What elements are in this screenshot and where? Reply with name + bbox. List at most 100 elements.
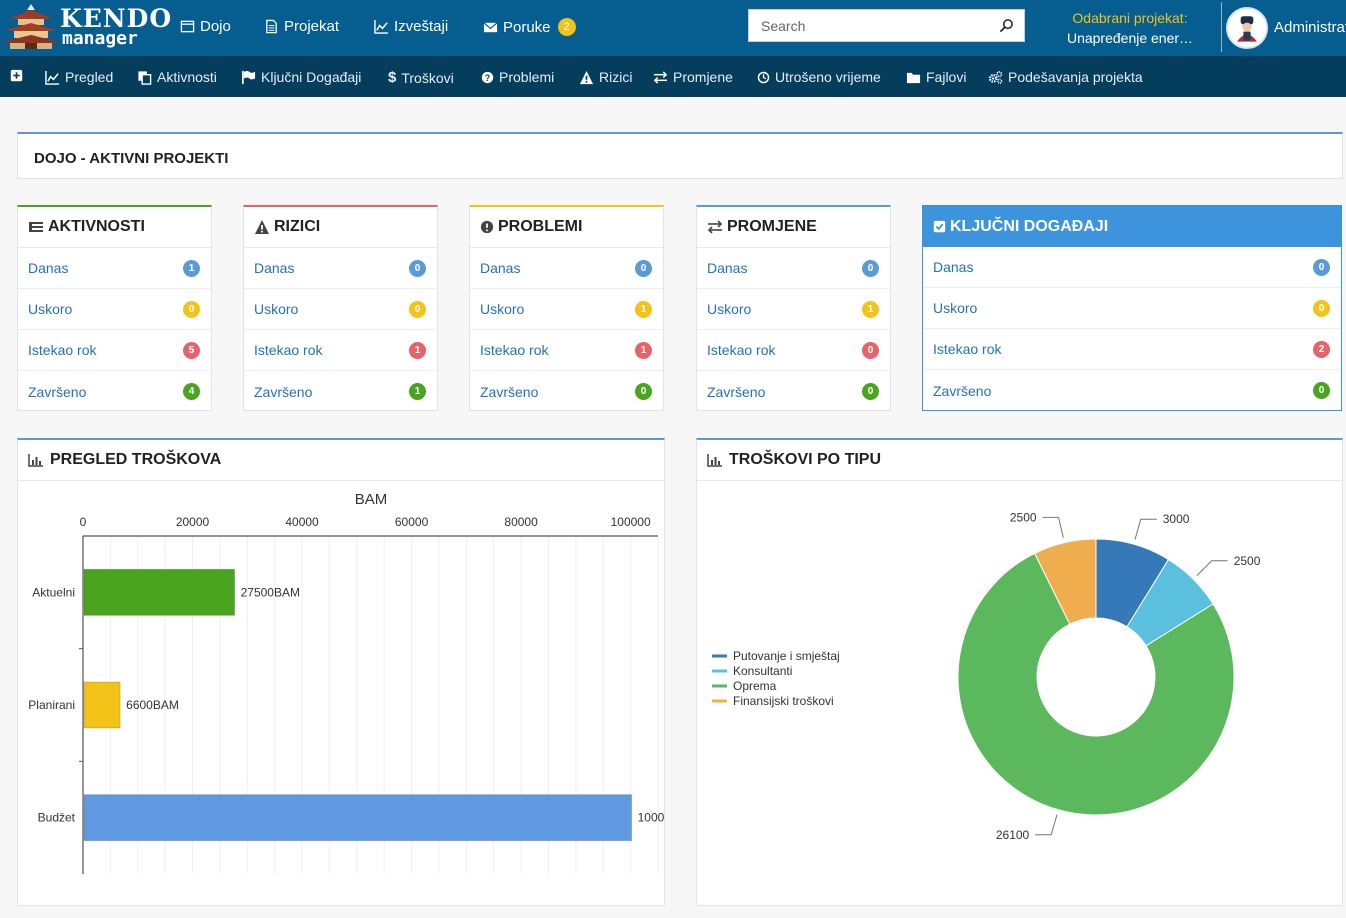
search-icon[interactable]	[999, 18, 1014, 33]
bar-value-label: 6600BAM	[126, 698, 179, 712]
card-row-istekao-rok[interactable]: Istekao rok 5	[18, 330, 211, 371]
logo-manager-text: manager	[62, 28, 138, 49]
row-label: Danas	[707, 260, 748, 276]
exchange-icon	[707, 220, 723, 234]
card-row-danas[interactable]: Danas 0	[697, 248, 890, 289]
subnav-pregled-label: Pregled	[65, 69, 114, 85]
flag-icon	[242, 70, 256, 84]
subnav-problemi[interactable]: ? Problemi	[481, 69, 554, 85]
count-badge: 1	[635, 341, 652, 359]
card-row-zavrseno[interactable]: Završeno 0	[923, 370, 1341, 411]
costs-overview-header: PREGLED TROŠKOVA	[18, 440, 664, 481]
envelope-icon	[483, 21, 498, 32]
card-row-uskoro[interactable]: Uskoro 0	[18, 289, 211, 330]
count-badge: 0	[183, 300, 200, 318]
card-row-istekao-rok[interactable]: Istekao rok 0	[697, 330, 890, 371]
card-row-zavrseno[interactable]: Završeno 4	[18, 371, 211, 412]
subnav-kljucni-dogadjaji[interactable]: Ključni Događaji	[241, 69, 361, 85]
selected-project-name[interactable]: Unapređenje ener…	[1066, 30, 1194, 46]
count-badge: 0	[862, 341, 879, 359]
leader-line	[1042, 516, 1064, 538]
nav-izvestaji-label: Izveštaji	[394, 18, 449, 35]
nav-projekat[interactable]: Projekat	[264, 18, 339, 35]
card-problemi: PROBLEMI Danas 0 Uskoro 1 Istekao rok 1 Zav…	[469, 205, 664, 411]
header-divider	[1221, 2, 1222, 52]
donut-slice	[957, 552, 1235, 816]
card-row-zavrseno[interactable]: Završeno 1	[244, 371, 437, 412]
card-problemi-title: PROBLEMI	[498, 218, 583, 235]
card-row-uskoro[interactable]: Uskoro 1	[470, 289, 663, 330]
costs-donut-chart: 3000 2500 26100 2500 Putovanje i smještajKon…	[712, 510, 1261, 842]
subnav-fajlovi[interactable]: Fajlovi	[906, 69, 966, 85]
avatar[interactable]	[1226, 7, 1268, 49]
card-row-danas[interactable]: Danas 0	[470, 248, 663, 289]
card-aktivnosti-title: AKTIVNOSTI	[48, 218, 145, 235]
samurai-avatar-icon	[1229, 10, 1265, 46]
count-badge: 0	[409, 259, 426, 277]
subnav-aktivnosti[interactable]: Aktivnosti	[137, 69, 217, 85]
subnav-utroseno-vrijeme[interactable]: Utrošeno vrijeme	[757, 69, 881, 85]
card-row-uskoro[interactable]: Uskoro 0	[923, 288, 1341, 329]
plus-square-icon	[10, 69, 23, 82]
subnav-podesavanja-projekta[interactable]: Podešavanja projekta	[988, 69, 1143, 85]
legend-label: Putovanje i smještaj	[733, 649, 840, 663]
subnav-rizici[interactable]: Rizici	[579, 69, 632, 85]
nav-poruke[interactable]: Poruke 2	[483, 18, 576, 36]
row-label: Završeno	[28, 383, 87, 400]
subnav-troskovi[interactable]: $ Troškovi	[388, 69, 454, 86]
card-row-istekao-rok[interactable]: Istekao rok 2	[923, 329, 1341, 370]
line-chart-icon	[374, 19, 389, 34]
card-row-danas[interactable]: Danas 0	[244, 248, 437, 289]
list-icon	[29, 222, 43, 232]
x-tick-label: 80000	[504, 515, 538, 529]
subnav-add[interactable]	[10, 69, 23, 82]
row-label: Završeno	[254, 383, 313, 400]
card-row-zavrseno[interactable]: Završeno 0	[697, 371, 890, 412]
count-badge: 2	[1313, 340, 1330, 358]
card-row-danas[interactable]: Danas 1	[18, 248, 211, 289]
card-row-uskoro[interactable]: Uskoro 0	[244, 289, 437, 330]
count-badge: 0	[862, 259, 879, 277]
card-rizici: RIZICI Danas 0 Uskoro 0 Istekao rok 1 Završ…	[243, 205, 438, 411]
row-label: Uskoro	[707, 301, 752, 317]
card-row-zavrseno[interactable]: Završeno 0	[470, 371, 663, 412]
card-row-istekao-rok[interactable]: Istekao rok 1	[470, 330, 663, 371]
card-row-uskoro[interactable]: Uskoro 1	[697, 289, 890, 330]
slice-value-label: 3000	[1163, 512, 1190, 526]
card-row-istekao-rok[interactable]: Istekao rok 1	[244, 330, 437, 371]
check-square-icon	[933, 220, 946, 233]
page-title: DOJO - AKTIVNI PROJEKTI	[34, 150, 229, 167]
messages-count-badge: 2	[557, 18, 576, 36]
window-icon	[180, 20, 195, 33]
row-label: Završeno	[480, 383, 539, 400]
leader-line	[1196, 560, 1228, 577]
kendo-logo[interactable]: KENDO manager	[2, 2, 171, 52]
legend-label: Finansijski troškovi	[733, 694, 834, 708]
count-badge: 0	[635, 383, 652, 400]
card-problemi-header: PROBLEMI	[470, 207, 663, 248]
warning-icon	[579, 70, 594, 84]
row-label: Završeno	[707, 383, 766, 400]
row-label: Istekao rok	[933, 341, 1002, 357]
legend-label: Konsultanti	[733, 664, 792, 678]
nav-dojo[interactable]: Dojo	[180, 18, 231, 35]
svg-text:?: ?	[485, 72, 490, 82]
pagoda-icon	[2, 4, 60, 49]
subnav-fajlovi-label: Fajlovi	[926, 69, 967, 85]
question-circle-icon: ?	[481, 71, 494, 83]
subnav-promjene[interactable]: Promjene	[653, 69, 733, 85]
search-input[interactable]	[749, 10, 989, 41]
row-label: Danas	[28, 260, 69, 276]
costs-overview-panel: PREGLED TROŠKOVA BAM 0 20000 40000 60000 8000…	[17, 438, 665, 906]
x-tick-label: 40000	[285, 515, 319, 529]
row-label: Uskoro	[480, 301, 525, 317]
count-badge: 5	[183, 341, 200, 359]
user-name[interactable]: Administrat	[1274, 19, 1346, 36]
card-row-danas[interactable]: Danas 0	[923, 247, 1341, 288]
chart-title: BAM	[355, 491, 388, 508]
costs-by-type-panel: TROŠKOVI PO TIPU 3000 2500 26100 2500 Putova…	[696, 438, 1343, 906]
costs-overview-title: PREGLED TROŠKOVA	[50, 451, 222, 468]
nav-izvestaji[interactable]: Izveštaji	[374, 18, 448, 35]
category-label: Budžet	[38, 811, 76, 825]
subnav-pregled[interactable]: Pregled	[45, 69, 113, 85]
